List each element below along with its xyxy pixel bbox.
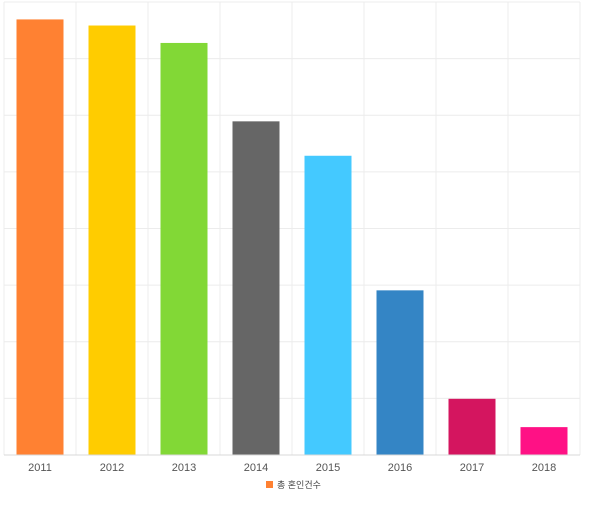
x-tick-label-2016: 2016 <box>388 462 412 474</box>
bar-2014[interactable] <box>232 121 280 455</box>
bar-2016[interactable] <box>376 290 424 455</box>
bar-2015[interactable] <box>304 155 352 455</box>
legend-label: 총 혼인건수 <box>277 479 321 490</box>
x-axis-tick-labels: 2011 2012 2013 2014 2015 2016 2017 2018 <box>28 462 556 474</box>
bar-2017[interactable] <box>448 398 496 455</box>
legend-item[interactable]: 총 혼인건수 <box>266 479 321 490</box>
bar-2011[interactable] <box>16 19 64 456</box>
x-tick-label-2014: 2014 <box>244 462 268 474</box>
x-tick-label-2017: 2017 <box>460 462 484 474</box>
x-tick-label-2011: 2011 <box>28 462 52 474</box>
bar-2018[interactable] <box>520 427 568 455</box>
x-tick-label-2013: 2013 <box>172 462 196 474</box>
legend-swatch <box>266 481 273 488</box>
x-tick-label-2012: 2012 <box>100 462 124 474</box>
x-tick-label-2018: 2018 <box>532 462 556 474</box>
chart-legend[interactable]: 총 혼인건수 <box>266 479 321 490</box>
bar-2013[interactable] <box>160 42 208 456</box>
chart-bars <box>16 19 568 456</box>
x-tick-label-2015: 2015 <box>316 462 340 474</box>
bar-2012[interactable] <box>88 25 136 456</box>
